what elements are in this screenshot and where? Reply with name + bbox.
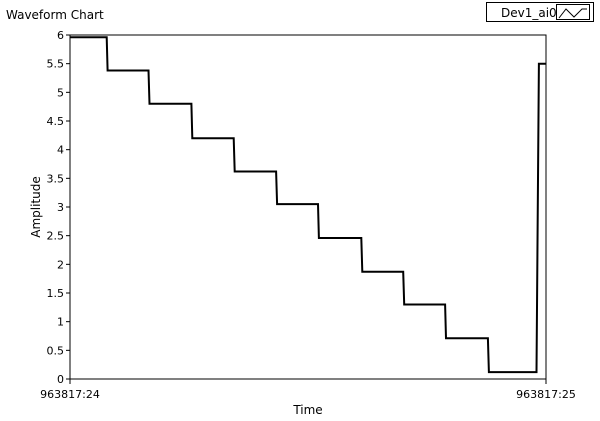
y-tick-label: 0: [57, 373, 64, 386]
legend-line-glyph: [558, 8, 587, 19]
legend-series-label: Dev1_ai0: [501, 6, 557, 20]
x-axis-label: Time: [292, 403, 322, 417]
y-axis-label: Amplitude: [29, 176, 43, 238]
y-tick-label: 1: [57, 316, 64, 329]
y-tick-label: 5.5: [47, 58, 65, 71]
y-tick-label: 2: [57, 258, 64, 271]
legend[interactable]: Dev1_ai0: [486, 2, 594, 22]
y-tick-label: 4: [57, 144, 64, 157]
y-tick-label: 4.5: [47, 115, 65, 128]
y-axis: 0 0.5 1 1.5 2 2.5 3 3.5 4 4.5 5 5.5 6: [47, 29, 70, 386]
y-tick-label: 1.5: [47, 287, 65, 300]
plot-area: [69, 34, 547, 380]
x-tick-label: 963817:25: [516, 388, 576, 401]
x-tick-label: 963817:24: [40, 388, 100, 401]
y-tick-label: 0.5: [47, 344, 65, 357]
legend-line-icon[interactable]: [556, 4, 590, 20]
y-tick-label: 3.5: [47, 172, 65, 185]
y-tick-label: 6: [57, 29, 64, 42]
y-tick-label: 2.5: [47, 230, 65, 243]
chart-title: Waveform Chart: [6, 8, 104, 22]
x-axis: 963817:24 963817:25: [40, 379, 576, 401]
y-tick-label: 3: [57, 201, 64, 214]
y-tick-label: 5: [57, 86, 64, 99]
series-line-dev1-ai0: [70, 36, 546, 374]
